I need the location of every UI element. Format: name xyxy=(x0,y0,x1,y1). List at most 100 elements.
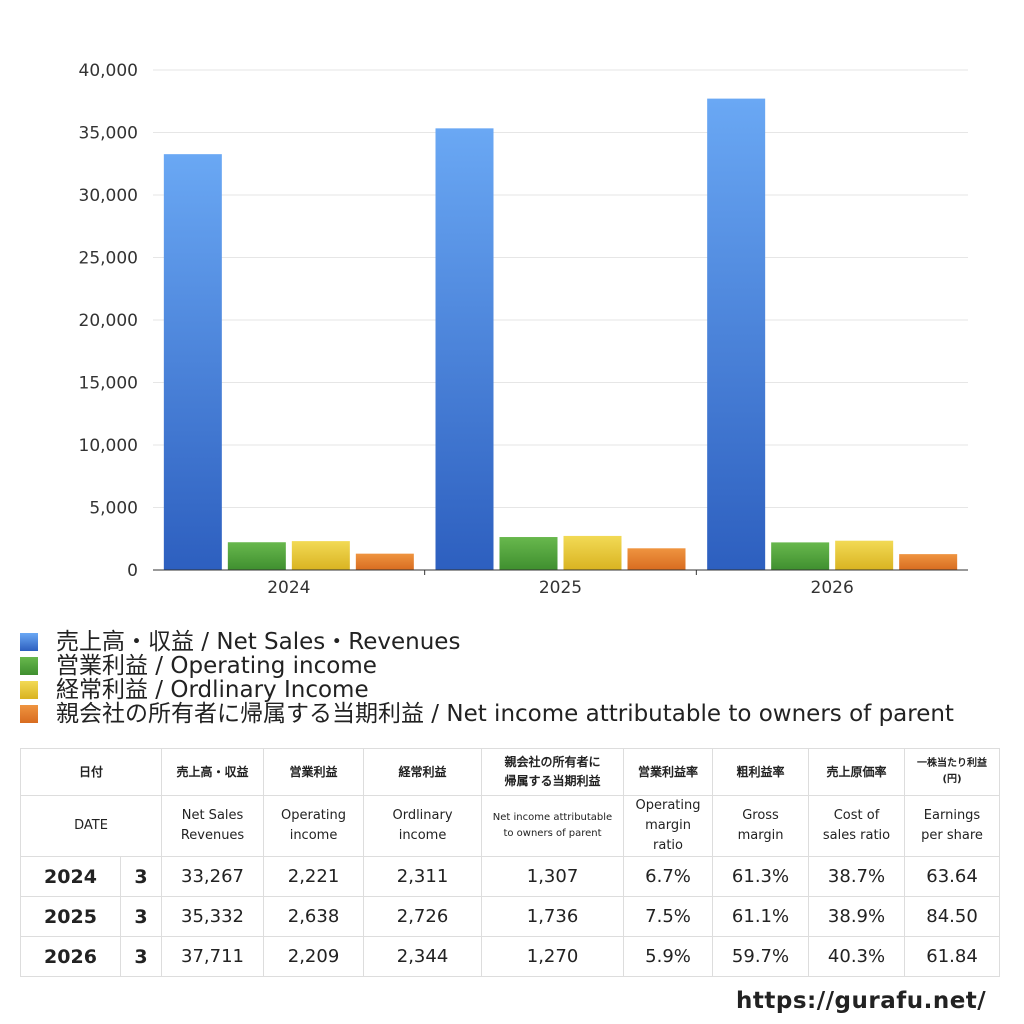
header-net-jp: 親会社の所有者に 帰属する当期利益 xyxy=(481,748,625,796)
y-axis-ticks: 0 5,000 10,000 15,000 20,000 25,000 30,000 35,0… xyxy=(79,61,138,581)
bar-ordinary-2024 xyxy=(291,541,350,570)
bars xyxy=(163,98,958,571)
header-eps-jp-line2: (円) xyxy=(942,774,962,785)
cell-eps: 84.50 xyxy=(904,896,1001,937)
header-ordinary-jp: 経常利益 xyxy=(363,748,483,796)
y-tick-label: 25,000 xyxy=(79,249,138,269)
table-row: 2025 3 35,332 2,638 2,726 1,736 7.5% 61.… xyxy=(20,896,1001,937)
header-eps-en: Earnings per share xyxy=(904,795,1001,857)
cell-year: 2026 xyxy=(20,936,121,977)
header-gm-en-line2: margin xyxy=(737,828,784,843)
header-eps-jp: 一株当たり利益 (円) xyxy=(904,748,1001,796)
header-sales-jp: 売上高・収益 xyxy=(161,748,265,796)
header-net-jp-line1: 親会社の所有者に xyxy=(504,755,601,769)
bar-chart: 0 5,000 10,000 15,000 20,000 25,000 30,000 35,0… xyxy=(79,61,968,598)
cell-opm: 7.5% xyxy=(623,896,714,937)
y-tick-label: 5,000 xyxy=(89,499,138,519)
bar-operating-2026 xyxy=(771,542,830,570)
header-sales-en: Net Sales Revenues xyxy=(161,795,265,857)
cell-net: 1,736 xyxy=(481,896,625,937)
x-tick-label: 2024 xyxy=(267,578,310,598)
x-tick-label: 2025 xyxy=(539,578,582,598)
header-eps-jp-line1: 一株当たり利益 xyxy=(917,758,988,769)
table-header-en: DATE Net Sales Revenues Operating income O… xyxy=(19,795,1001,857)
cell-ordinary: 2,311 xyxy=(363,856,483,897)
cell-ordinary: 2,726 xyxy=(363,896,483,937)
cell-net: 1,307 xyxy=(481,856,625,897)
legend-swatch-net xyxy=(20,705,38,723)
header-operating-en-line1: Operating xyxy=(281,808,347,823)
legend-swatch-ordinary xyxy=(20,681,38,699)
cell-gm: 61.1% xyxy=(712,896,810,937)
cell-sales: 35,332 xyxy=(161,896,265,937)
header-operating-en-line2: income xyxy=(289,828,338,843)
bar-net-2025 xyxy=(627,548,686,570)
header-ordinary-en-line2: income xyxy=(398,828,447,843)
header-cogs-en-line1: Cost of xyxy=(833,808,880,823)
header-opm-jp: 営業利益率 xyxy=(623,748,714,796)
bar-operating-2025 xyxy=(499,537,558,570)
header-opm-en-line3: ratio xyxy=(653,838,683,853)
y-tick-label: 40,000 xyxy=(79,61,138,81)
bar-sales-2024 xyxy=(163,154,222,570)
cell-eps: 63.64 xyxy=(904,856,1001,897)
cell-year: 2024 xyxy=(20,856,121,897)
cell-operating: 2,209 xyxy=(263,936,365,977)
y-tick-label: 30,000 xyxy=(79,186,138,206)
table-header-jp: 日付 売上高・収益 営業利益 経常利益 親会社の所有者に 帰属する当期利益 営業利… xyxy=(19,748,1001,796)
y-tick-label: 0 xyxy=(127,561,138,581)
header-net-en-line2: to owners of parent xyxy=(503,828,602,839)
source-url: https://gurafu.net/ xyxy=(736,988,987,1014)
legend-label-net: 親会社の所有者に帰属する当期利益 / Net income attributab… xyxy=(56,701,954,727)
table-row: 2024 3 33,267 2,221 2,311 1,307 6.7% 61.… xyxy=(20,856,1001,897)
cell-month: 3 xyxy=(119,856,163,897)
legend-label-sales: 売上高・収益 / Net Sales・Revenues xyxy=(56,629,461,655)
header-cogs-en-line2: sales ratio xyxy=(822,828,891,843)
cell-ordinary: 2,344 xyxy=(363,936,483,977)
cell-operating: 2,221 xyxy=(263,856,365,897)
cell-sales: 33,267 xyxy=(161,856,265,897)
cell-gm: 61.3% xyxy=(712,856,810,897)
legend: 売上高・収益 / Net Sales・Revenues 営業利益 / Opera… xyxy=(20,630,954,726)
cell-gm: 59.7% xyxy=(712,936,810,977)
header-eps-en-line1: Earnings xyxy=(923,808,981,823)
cell-month: 3 xyxy=(119,936,163,977)
header-opm-en-line1: Operating xyxy=(635,798,701,813)
legend-label-operating: 営業利益 / Operating income xyxy=(56,653,377,679)
header-gm-jp: 粗利益率 xyxy=(712,748,810,796)
header-eps-en-line2: per share xyxy=(921,828,983,843)
cell-net: 1,270 xyxy=(481,936,625,977)
header-ordinary-en: Ordlinary income xyxy=(363,795,483,857)
x-axis-ticks: 2024 2025 2026 xyxy=(267,570,854,598)
y-tick-label: 35,000 xyxy=(79,124,138,144)
legend-label-ordinary: 経常利益 / Ordlinary Income xyxy=(56,677,369,703)
header-date-en: DATE xyxy=(19,795,163,857)
header-opm-en: Operating margin ratio xyxy=(623,795,714,857)
header-net-jp-line2: 帰属する当期利益 xyxy=(504,774,601,788)
bar-operating-2024 xyxy=(227,542,286,570)
legend-swatch-operating xyxy=(20,657,38,675)
financial-table: 日付 売上高・収益 営業利益 経常利益 親会社の所有者に 帰属する当期利益 営業利… xyxy=(19,748,1001,977)
x-tick-label: 2026 xyxy=(811,578,854,598)
header-ordinary-en-line1: Ordlinary xyxy=(392,808,453,823)
legend-swatch-sales xyxy=(20,633,38,651)
header-gm-en-line1: Gross xyxy=(742,808,779,823)
y-tick-label: 20,000 xyxy=(79,311,138,331)
legend-item-net: 親会社の所有者に帰属する当期利益 / Net income attributab… xyxy=(20,702,954,726)
cell-cogs: 40.3% xyxy=(808,936,906,977)
bar-sales-2026 xyxy=(707,98,766,571)
bar-ordinary-2026 xyxy=(835,540,894,570)
cell-cogs: 38.7% xyxy=(808,856,906,897)
y-gridlines xyxy=(153,69,968,508)
y-tick-label: 10,000 xyxy=(79,436,138,456)
header-opm-en-line2: margin xyxy=(645,818,691,833)
cell-sales: 37,711 xyxy=(161,936,265,977)
cell-year: 2025 xyxy=(20,896,121,937)
header-net-en-line1: Net income attributable xyxy=(492,812,613,823)
legend-item-operating: 営業利益 / Operating income xyxy=(20,654,954,678)
header-gm-en: Gross margin xyxy=(712,795,810,857)
header-sales-en-line1: Net Sales xyxy=(181,808,244,823)
bar-ordinary-2025 xyxy=(563,535,622,570)
legend-item-ordinary: 経常利益 / Ordlinary Income xyxy=(20,678,954,702)
cell-month: 3 xyxy=(119,896,163,937)
